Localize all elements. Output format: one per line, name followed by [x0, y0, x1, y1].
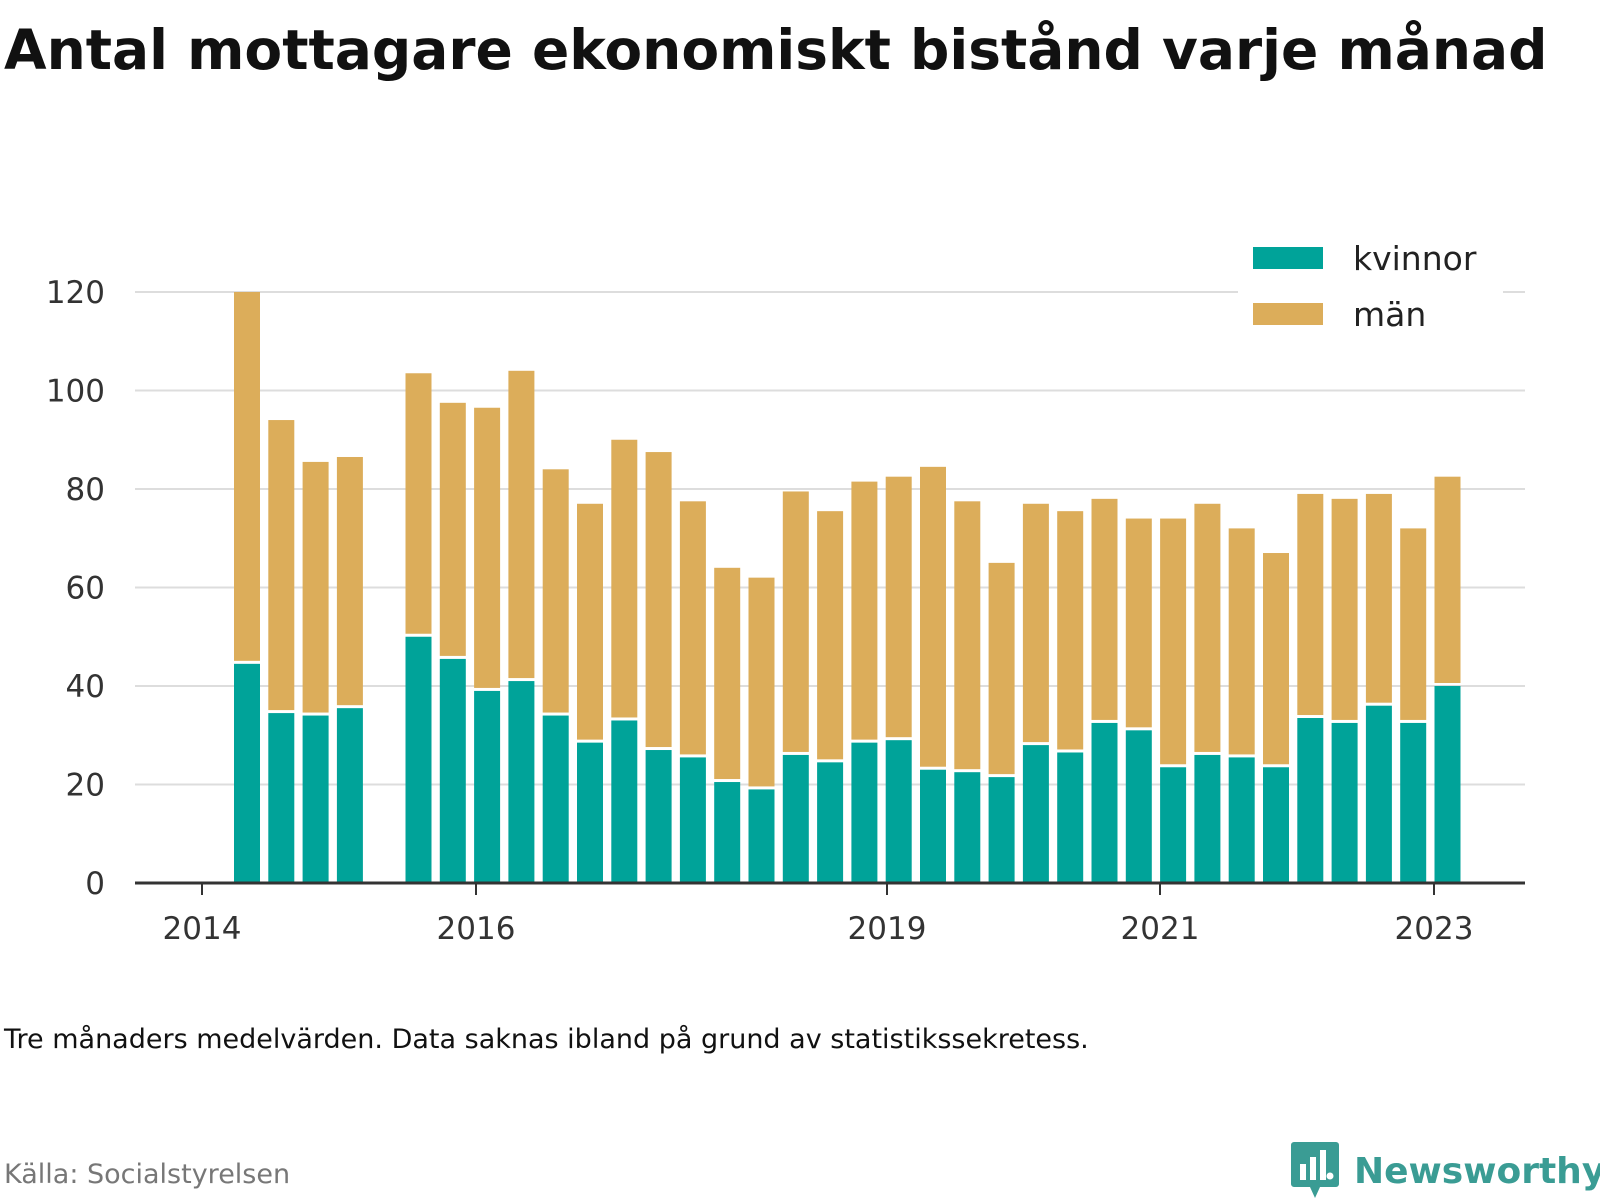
bar-kvinnor — [782, 754, 809, 883]
y-tick-label: 20 — [66, 768, 105, 804]
bar-kvinnor — [474, 690, 501, 883]
bar-man — [234, 292, 260, 661]
bar-kvinnor — [1022, 745, 1049, 883]
bar-man — [1263, 553, 1289, 765]
bar-kvinnor — [1160, 767, 1187, 883]
bar-kvinnor — [1194, 754, 1221, 883]
x-tick-label: 2023 — [1395, 911, 1474, 947]
x-tick-label: 2014 — [163, 911, 242, 947]
bar-kvinnor — [748, 789, 775, 883]
bar-man — [1022, 503, 1049, 743]
axes: 0 20 40 60 80 100 120 2014 2016 2019 2021 2023 — [46, 275, 1525, 947]
bar-man — [1057, 511, 1084, 750]
bar-man — [577, 503, 603, 740]
y-tick-label: 100 — [46, 374, 105, 410]
bar-man — [954, 501, 981, 770]
bar-kvinnor — [1434, 686, 1461, 883]
y-tick-label: 120 — [46, 275, 105, 311]
bars — [234, 292, 1461, 883]
bar-man — [405, 373, 432, 634]
bar-man — [885, 476, 912, 738]
bar-man — [1091, 498, 1118, 720]
chart-title: Antal mottagare ekonomiskt bistånd varje… — [4, 18, 1548, 82]
bar-kvinnor — [234, 663, 260, 883]
legend-label: män — [1353, 295, 1426, 334]
bar-man — [988, 562, 1015, 775]
bar-kvinnor — [508, 681, 535, 883]
bar-kvinnor — [542, 715, 569, 883]
bar-kvinnor — [1228, 757, 1255, 883]
chart-note: Tre månaders medelvärden. Data saknas ib… — [4, 1024, 1089, 1055]
bar-man — [851, 481, 878, 740]
bar-man — [1365, 493, 1392, 703]
legend: kvinnor män — [1238, 230, 1503, 340]
bar-man — [302, 461, 329, 713]
legend-swatch — [1253, 303, 1323, 325]
bar-man — [679, 501, 706, 755]
bar-kvinnor — [954, 772, 981, 883]
newsworthy-logo-icon — [1291, 1142, 1339, 1198]
bar-kvinnor — [920, 769, 946, 883]
bar-kvinnor — [988, 777, 1015, 883]
bar-man — [439, 402, 466, 656]
bar-kvinnor — [1365, 705, 1392, 883]
legend-label: kvinnor — [1353, 239, 1477, 278]
bar-man — [611, 439, 638, 718]
bar-man — [1297, 493, 1324, 716]
legend-swatch — [1253, 247, 1323, 269]
bar-kvinnor — [645, 750, 672, 883]
bar-kvinnor — [817, 762, 844, 883]
y-tick-label: 0 — [85, 866, 105, 902]
bar-man — [336, 456, 363, 706]
bar-man — [1400, 528, 1427, 720]
bar-chart: 0 20 40 60 80 100 120 2014 2016 2019 2021 2023 kvin… — [46, 230, 1525, 947]
bar-kvinnor — [1331, 722, 1358, 883]
x-tick-label: 2016 — [437, 911, 516, 947]
x-tick-label: 2019 — [848, 911, 927, 947]
bar-kvinnor — [336, 708, 363, 883]
bar-man — [1125, 518, 1152, 728]
bar-kvinnor — [885, 740, 912, 883]
bar-man — [782, 491, 809, 752]
bar-kvinnor — [1091, 722, 1118, 883]
bar-man — [542, 469, 569, 713]
bar-man — [1228, 528, 1255, 755]
bar-kvinnor — [439, 658, 466, 883]
bar-man — [268, 420, 295, 711]
bar-man — [817, 511, 844, 760]
bar-man — [1194, 503, 1221, 752]
bar-man — [508, 370, 535, 679]
bar-man — [714, 567, 741, 780]
bar-man — [1434, 476, 1461, 683]
brand-name: Newsworthy — [1354, 1150, 1600, 1192]
bar-man — [1160, 518, 1187, 765]
brand[interactable]: Newsworthy — [1290, 1140, 1600, 1202]
bar-kvinnor — [1057, 752, 1084, 883]
bar-kvinnor — [268, 713, 295, 883]
y-tick-label: 80 — [66, 472, 105, 508]
bar-kvinnor — [679, 757, 706, 883]
source-label: Källa: Socialstyrelsen — [4, 1159, 291, 1190]
bar-kvinnor — [851, 742, 878, 883]
bar-kvinnor — [577, 742, 603, 883]
x-tick-label: 2021 — [1121, 911, 1200, 947]
bar-kvinnor — [611, 720, 638, 883]
bar-man — [1331, 498, 1358, 720]
bar-kvinnor — [714, 782, 741, 883]
bar-kvinnor — [1125, 730, 1152, 883]
bar-man — [474, 407, 501, 688]
y-tick-label: 40 — [66, 669, 105, 705]
bar-kvinnor — [405, 636, 432, 883]
bar-man — [920, 466, 946, 767]
bar-kvinnor — [1400, 722, 1427, 883]
bar-kvinnor — [302, 715, 329, 883]
bar-man — [645, 452, 672, 748]
bar-kvinnor — [1297, 718, 1324, 883]
bar-man — [748, 577, 775, 787]
y-tick-label: 60 — [66, 571, 105, 607]
bar-kvinnor — [1263, 767, 1289, 883]
